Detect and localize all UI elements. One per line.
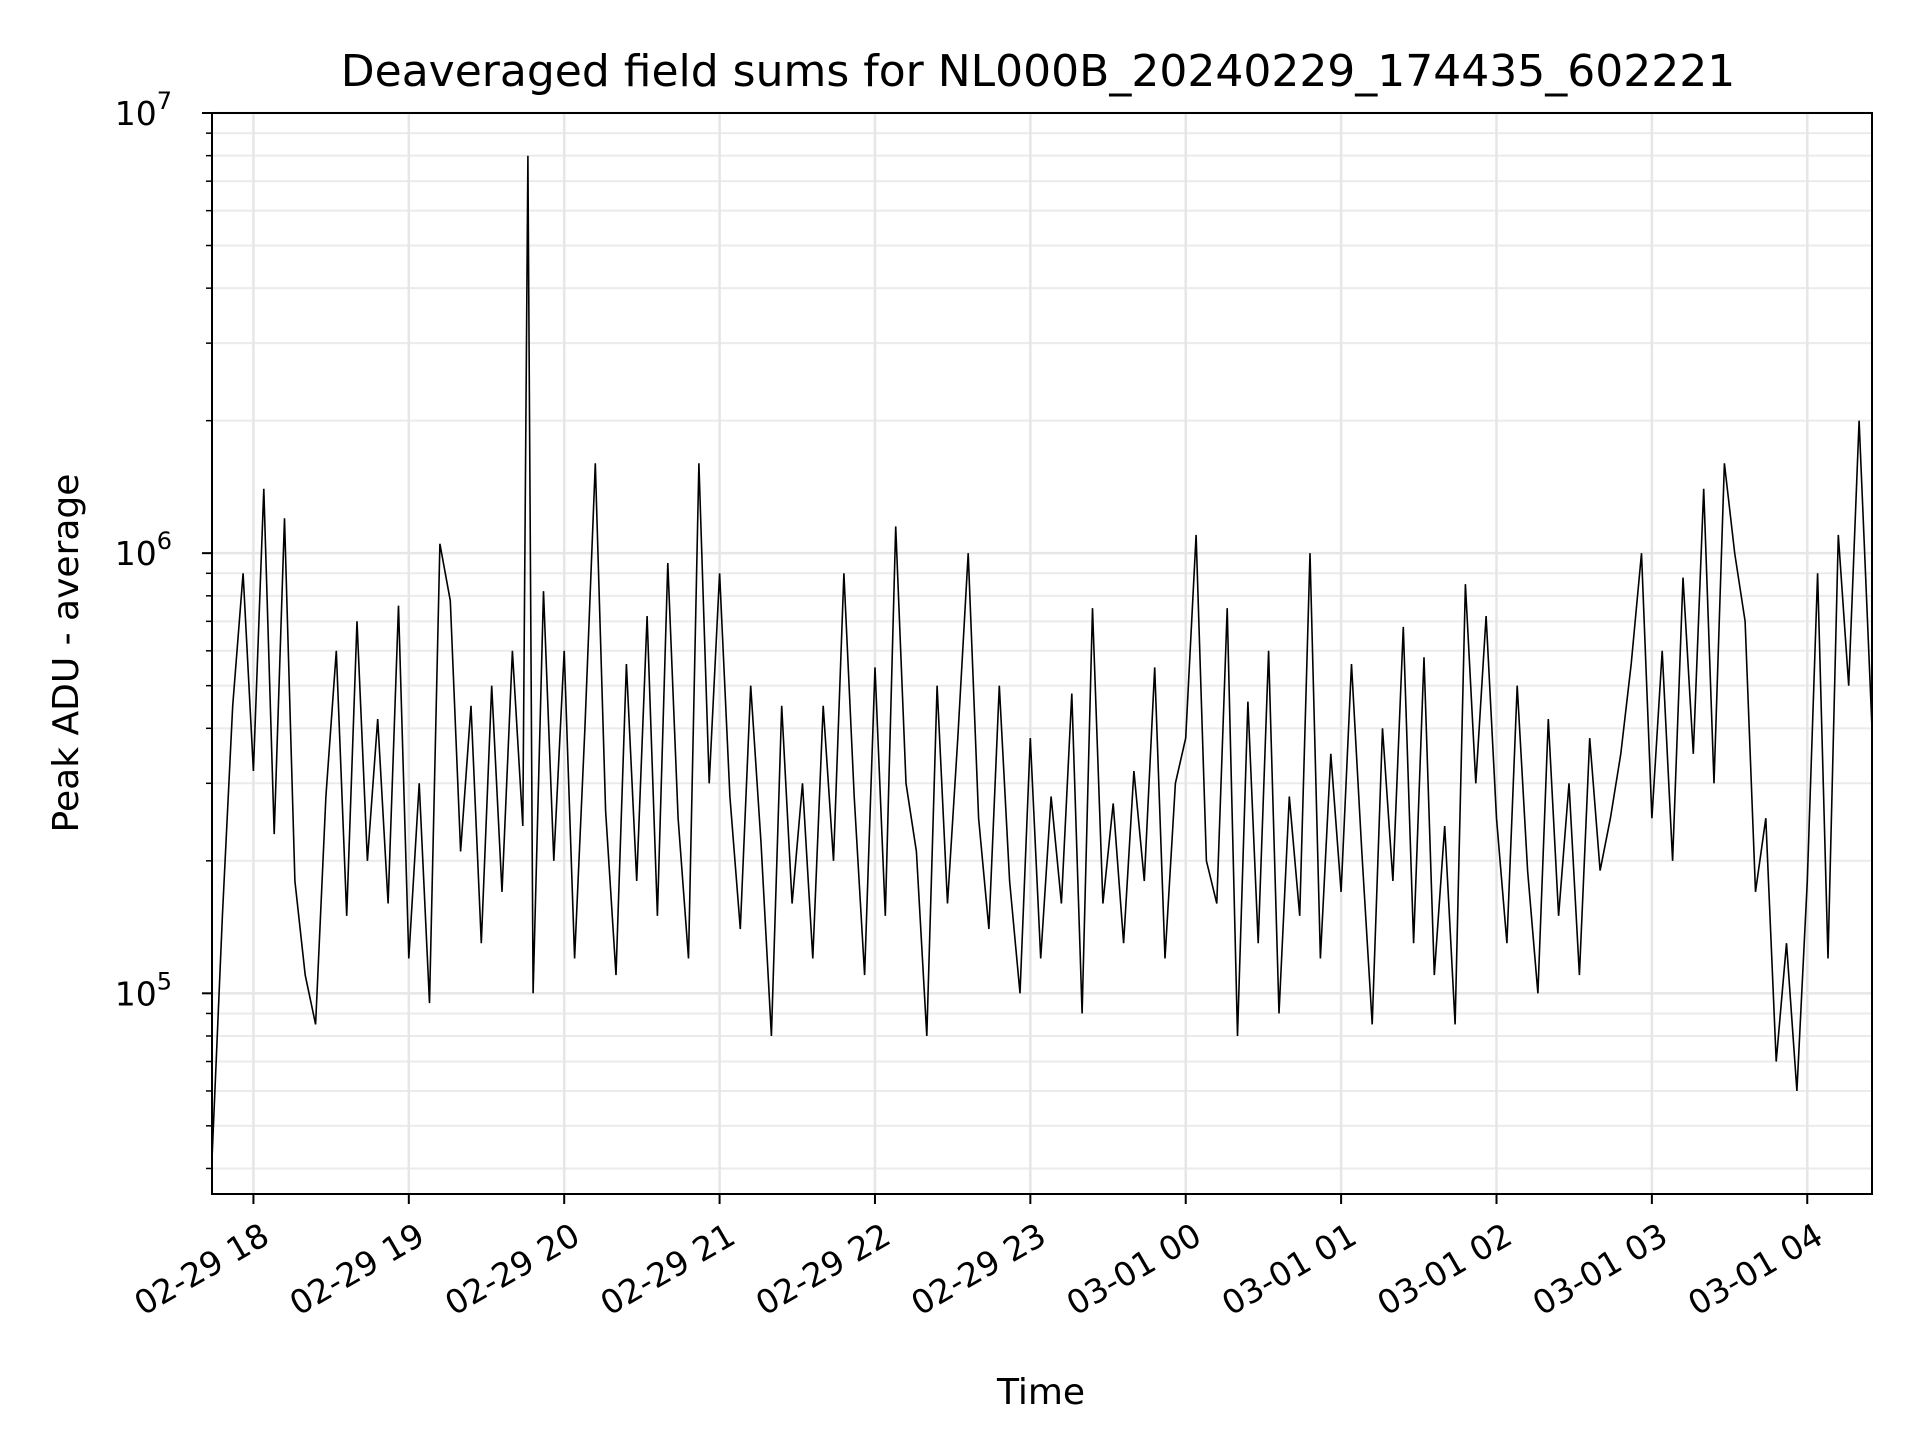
chart-title: Deaveraged field sums for NL000B_2024022… (341, 46, 1735, 97)
y-tick-label: 106 (115, 527, 172, 573)
y-axis-label: Peak ADU - average (46, 474, 87, 833)
y-tick-label: 107 (115, 87, 172, 133)
y-tick-label: 105 (115, 967, 172, 1013)
series (211, 155, 1873, 1160)
series-line (211, 155, 1873, 1160)
x-axis-label: Time (996, 1372, 1085, 1413)
plot-frame (211, 112, 1873, 1195)
y-axis: 105 106 107 (115, 87, 212, 1170)
